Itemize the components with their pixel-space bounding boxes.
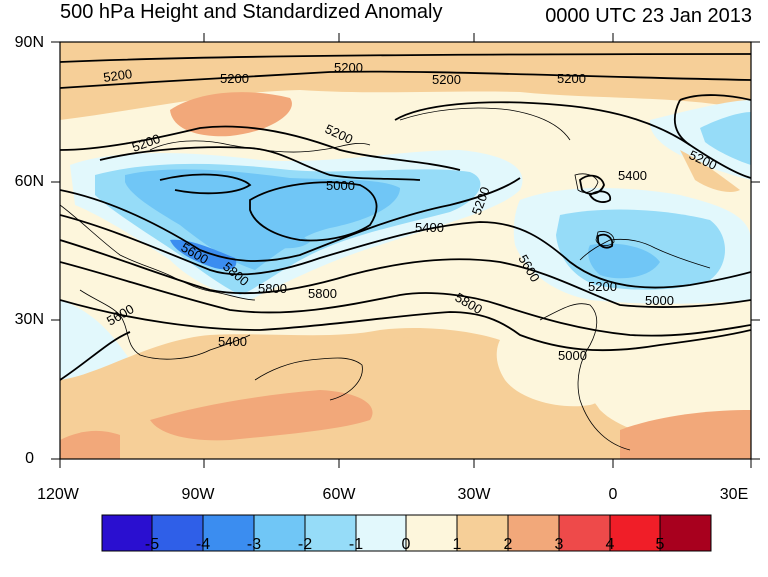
colorbar-swatch [151, 514, 204, 552]
colorbar-label: 1 [452, 536, 462, 553]
lon-label-30w: 30W [457, 486, 491, 503]
colorbar-label: -1 [348, 536, 364, 553]
colorbar-label: 2 [503, 536, 513, 553]
contour-label: 5200 [432, 72, 461, 87]
contour-label: 5000 [558, 348, 587, 363]
lat-label-60n: 60N [14, 173, 44, 190]
map-frame [59, 41, 752, 460]
lon-label-90w: 90W [181, 486, 215, 503]
colorbar-label: 4 [605, 536, 615, 553]
contour-label: 5800 [258, 281, 287, 296]
colorbar-label: -2 [297, 536, 313, 553]
contour-label: 5400 [415, 220, 444, 235]
colorbar-swatch [202, 514, 255, 552]
contour-label: 5000 [326, 178, 355, 193]
colorbar-label: -5 [144, 536, 160, 553]
colorbar-swatch [253, 514, 306, 552]
lat-label-30n: 30N [14, 311, 44, 328]
contour-label: 5000 [645, 293, 674, 308]
contour-label: 5200 [334, 60, 363, 75]
contour-label: 5200 [102, 66, 133, 85]
anomaly-shading [60, 42, 751, 459]
lat-label-0: 0 [25, 450, 34, 467]
contour-label: 5400 [218, 334, 247, 349]
colorbar-swatch [507, 514, 560, 552]
colorbar-swatch [659, 514, 712, 552]
lon-label-30e: 30E [719, 486, 749, 503]
map-title: 500 hPa Height and Standardized Anomaly [60, 1, 443, 23]
time-label: 0000 UTC 23 Jan 2013 [545, 5, 752, 27]
contour-label: 5200 [220, 71, 249, 86]
colorbar-label: 3 [554, 536, 564, 553]
colorbar [101, 514, 712, 552]
contour-label: 5800 [308, 286, 337, 301]
contour-label: 5200 [588, 279, 617, 294]
lon-label-0: 0 [608, 486, 618, 503]
lon-label-120w: 120W [37, 486, 79, 503]
lon-label-60w: 60W [322, 486, 356, 503]
height-contours [60, 53, 751, 381]
colorbar-swatch [304, 514, 357, 552]
axis-ticks [51, 33, 760, 468]
colorbar-swatch [609, 514, 661, 552]
colorbar-swatch [101, 514, 153, 552]
colorbar-swatch [405, 514, 458, 552]
colorbar-swatch [558, 514, 611, 552]
contour-label: 5400 [618, 168, 647, 183]
colorbar-label: -3 [246, 536, 262, 553]
contour-label: 5200 [557, 71, 586, 86]
lat-label-90n: 90N [14, 34, 44, 51]
colorbar-label: 0 [401, 536, 411, 553]
colorbar-label: 5 [655, 536, 665, 553]
colorbar-label: -4 [195, 536, 211, 553]
